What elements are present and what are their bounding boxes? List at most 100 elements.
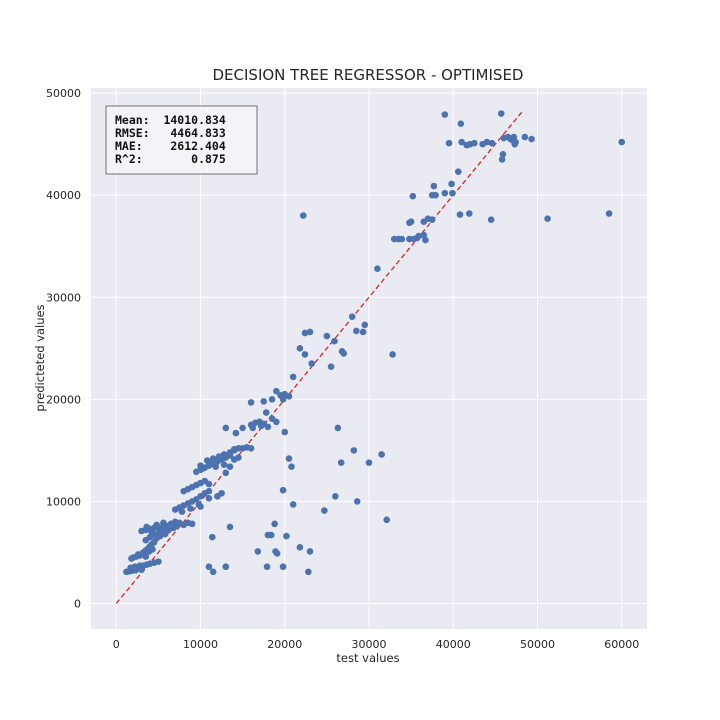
data-point: [235, 454, 242, 461]
data-point: [305, 568, 312, 576]
data-point: [353, 327, 360, 335]
x-tick-label: 10000: [183, 638, 218, 651]
data-point: [488, 139, 496, 147]
stats-line-mean: Mean: 14010.834: [115, 113, 226, 127]
data-point: [498, 156, 506, 163]
data-point: [232, 429, 240, 437]
data-point: [165, 526, 172, 534]
data-point: [209, 455, 217, 462]
data-point: [359, 328, 367, 336]
data-point: [301, 351, 309, 358]
data-point: [264, 531, 272, 539]
data-point: [279, 396, 287, 403]
data-point: [230, 446, 238, 453]
data-point: [465, 210, 473, 217]
data-point: [374, 265, 381, 272]
data-point: [605, 210, 613, 217]
data-point: [281, 428, 289, 436]
x-axis-label: test values: [336, 651, 399, 665]
data-point: [457, 120, 465, 128]
data-point: [296, 344, 304, 352]
data-point: [128, 555, 135, 562]
data-point: [205, 563, 213, 571]
data-point: [340, 350, 348, 357]
data-point: [222, 424, 230, 432]
data-point: [132, 567, 139, 574]
data-point: [289, 373, 297, 381]
data-point: [209, 568, 217, 576]
data-point: [247, 399, 255, 406]
data-point: [257, 422, 265, 430]
stats-line-mae: MAE: 2612.404: [115, 139, 226, 153]
y-tick-label: 0: [74, 597, 81, 610]
y-tick-label: 50000: [46, 87, 81, 100]
data-point: [361, 321, 369, 329]
data-point: [422, 236, 429, 244]
data-points: [123, 110, 626, 576]
data-point: [285, 392, 293, 400]
data-point: [445, 139, 453, 147]
data-point: [389, 351, 396, 358]
data-point: [288, 463, 295, 471]
data-point: [432, 191, 439, 199]
data-point: [428, 216, 436, 223]
data-point: [220, 461, 228, 468]
data-point: [521, 133, 529, 141]
x-tick-label: 40000: [436, 638, 471, 651]
grid-lines: [91, 88, 647, 629]
data-point: [273, 387, 280, 395]
data-point: [173, 522, 181, 530]
data-point: [508, 136, 516, 144]
data-point: [197, 462, 204, 469]
data-point: [279, 563, 287, 571]
data-point: [218, 489, 225, 497]
data-point: [249, 424, 257, 432]
data-point: [306, 328, 314, 336]
data-point: [262, 409, 270, 416]
data-point: [156, 532, 164, 540]
data-point: [138, 527, 145, 535]
data-point: [458, 138, 465, 146]
data-point: [407, 218, 415, 226]
data-point: [155, 558, 162, 565]
data-point: [143, 523, 150, 531]
data-point: [205, 480, 213, 488]
data-point: [454, 168, 462, 176]
data-point: [247, 445, 255, 452]
data-point: [321, 507, 328, 514]
data-point: [296, 544, 304, 551]
data-point: [378, 451, 385, 458]
data-point: [448, 180, 455, 188]
y-axis-label: predicteted values: [33, 304, 47, 411]
stats-line-rmse: RMSE: 4464.833: [115, 126, 226, 140]
data-point: [398, 235, 406, 243]
data-point: [273, 550, 281, 557]
data-point: [148, 528, 155, 536]
data-point: [273, 418, 280, 426]
chart-title: DECISION TREE REGRESSOR - OPTIMISED: [213, 66, 524, 84]
data-point: [222, 563, 230, 571]
data-point: [127, 564, 134, 572]
data-point: [188, 520, 196, 528]
data-point: [279, 486, 287, 494]
stats-line-r2: R^2: 0.875: [115, 152, 226, 166]
data-point: [332, 493, 339, 500]
x-tick-label: 50000: [520, 638, 555, 651]
data-point: [441, 111, 449, 118]
data-point: [153, 521, 161, 529]
data-point: [226, 523, 234, 531]
data-point: [471, 139, 478, 147]
data-point: [285, 455, 293, 462]
data-point: [323, 332, 331, 340]
data-point: [449, 189, 456, 197]
data-point: [203, 457, 211, 464]
data-point: [483, 138, 491, 146]
data-point: [348, 313, 356, 320]
data-point: [226, 463, 234, 471]
data-point: [145, 548, 153, 555]
data-point: [271, 520, 278, 528]
data-point: [268, 396, 276, 403]
data-point: [327, 363, 335, 370]
data-point: [222, 469, 230, 477]
data-point: [160, 519, 167, 527]
